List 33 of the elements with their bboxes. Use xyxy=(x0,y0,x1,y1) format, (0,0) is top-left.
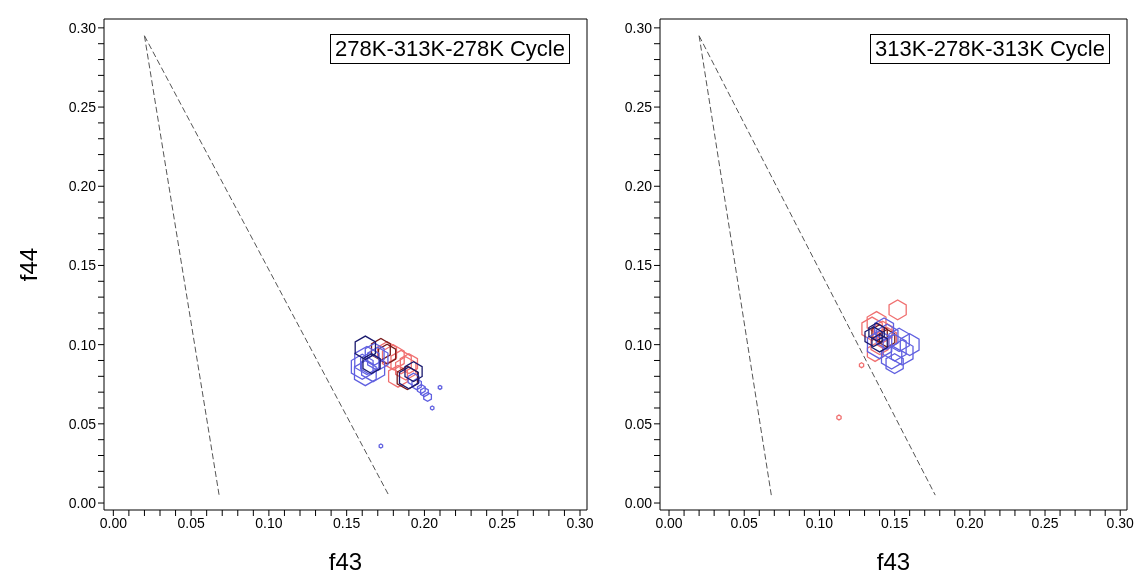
y-tick-label: 0.25 xyxy=(68,99,97,116)
y-tick-label: 0.30 xyxy=(68,19,97,36)
y-tick-label: 0.30 xyxy=(624,19,653,36)
x-tick-label: 0.00 xyxy=(99,514,128,531)
x-tick-label: 0.15 xyxy=(881,514,909,531)
y-tick-label: 0.00 xyxy=(68,495,97,511)
y-tick-label: 0.10 xyxy=(624,336,653,353)
x-tick-label: 0.15 xyxy=(333,514,361,531)
x-tick-label: 0.25 xyxy=(488,514,517,531)
x-tick-label: 0.30 xyxy=(566,514,594,531)
y-tick-label: 0.15 xyxy=(624,257,653,274)
x-tick-label: 0.10 xyxy=(805,514,834,531)
y-axis-title: f44 xyxy=(14,247,42,282)
x-axis-title: f43 xyxy=(328,548,363,575)
y-tick-label: 0.20 xyxy=(68,178,97,195)
x-tick-label: 0.10 xyxy=(255,514,283,531)
x-tick-label: 0.05 xyxy=(177,514,205,531)
y-tick-label: 0.05 xyxy=(68,415,97,432)
y-tick-label: 0.00 xyxy=(624,495,653,511)
x-tick-label: 0.30 xyxy=(1106,514,1135,531)
annotation: 278K-313K-278K Cycle xyxy=(330,34,570,64)
y-tick-label: 0.10 xyxy=(68,336,97,353)
y-tick-label: 0.15 xyxy=(68,257,97,274)
x-tick-label: 0.25 xyxy=(1031,514,1059,531)
y-tick-label: 0.25 xyxy=(624,99,653,116)
x-tick-label: 0.00 xyxy=(655,514,683,531)
x-axis-title: f43 xyxy=(876,548,911,575)
y-tick-label: 0.05 xyxy=(624,415,653,432)
annotation: 313K-278K-313K Cycle xyxy=(870,34,1110,64)
y-tick-label: 0.20 xyxy=(624,178,653,195)
x-tick-label: 0.20 xyxy=(410,514,439,531)
x-tick-label: 0.05 xyxy=(730,514,759,531)
x-tick-label: 0.20 xyxy=(956,514,984,531)
